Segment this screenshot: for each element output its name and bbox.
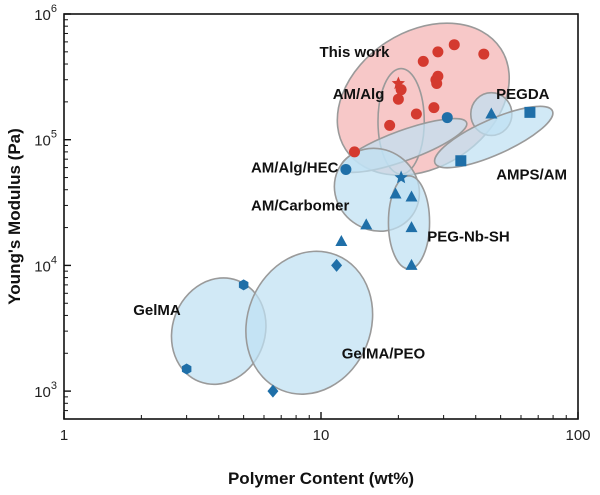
- point-this-work-7: [428, 102, 440, 114]
- point-peg-nb-sh-1: [335, 234, 348, 246]
- point-this-work-1: [348, 146, 360, 158]
- point-pegda-1: [485, 107, 498, 119]
- point-am-alg-1: [391, 76, 405, 90]
- data-points: [181, 39, 536, 398]
- x-tick-label: 100: [565, 427, 590, 444]
- point-amps-am-2: [524, 106, 536, 118]
- point-this-work-4: [395, 84, 407, 96]
- point-this-work-13: [478, 48, 490, 60]
- x-tick-label: 1: [60, 427, 68, 444]
- point-am-carbomer-1: [394, 170, 408, 184]
- point-gelma-2: [238, 279, 249, 291]
- point-gelma-peo-1: [267, 384, 279, 398]
- point-amps-am-1: [455, 155, 467, 167]
- group-label-am-alg: AM/Alg: [333, 86, 385, 103]
- point-this-work-10: [432, 70, 444, 82]
- region-gelma-peo: [245, 250, 374, 395]
- group-label-peg-nb-sh: PEG-Nb-SH: [427, 228, 510, 245]
- point-this-work-12: [448, 39, 460, 51]
- group-label-am-alg-hec: AM/Alg/HEC: [251, 160, 339, 177]
- point-peg-nb-sh-4: [405, 190, 418, 202]
- y-tick-label: 103: [34, 380, 57, 401]
- group-regions: [170, 22, 554, 395]
- y-tick-label: 106: [34, 3, 57, 24]
- x-axis-label: Polymer Content (wt%): [228, 469, 414, 488]
- group-label-amps-am: AMPS/AM: [496, 166, 567, 183]
- point-gelma-peo-2: [331, 258, 343, 272]
- group-label-this-work: This work: [319, 44, 390, 61]
- group-label-gelma: GelMA: [133, 302, 181, 319]
- group-labels: This work AM/Alg PEGDA AMPS/AM AM/Alg/HEC AM/…: [133, 44, 567, 362]
- x-tick-label: 10: [313, 427, 330, 444]
- region-amps-am: [433, 105, 554, 169]
- point-this-work-5: [410, 108, 422, 120]
- point-peg-nb-sh-6: [405, 258, 418, 270]
- group-label-pegda: PEGDA: [496, 86, 550, 103]
- y-axis-label: Young's Modulus (Pa): [5, 128, 24, 305]
- point-gelma-1: [181, 363, 192, 375]
- point-am-alg-hec-2: [441, 112, 453, 124]
- point-this-work-3: [392, 93, 404, 105]
- group-label-am-carbomer: AM/Carbomer: [251, 197, 350, 214]
- point-this-work-6: [417, 55, 429, 67]
- point-peg-nb-sh-2: [360, 218, 373, 230]
- y-tick-label: 105: [34, 129, 57, 150]
- y-tick-label: 104: [34, 254, 57, 275]
- x-axis-ticks: 1 10 100: [60, 412, 591, 444]
- point-this-work-2: [384, 119, 396, 131]
- point-am-alg-hec-1: [340, 163, 352, 175]
- point-this-work-11: [432, 46, 444, 58]
- point-peg-nb-sh-3: [389, 187, 402, 199]
- y-axis-ticks: 103 104 105 106: [34, 3, 71, 412]
- point-peg-nb-sh-5: [405, 221, 418, 233]
- group-label-gelma-peo: GelMA/PEO: [342, 345, 426, 362]
